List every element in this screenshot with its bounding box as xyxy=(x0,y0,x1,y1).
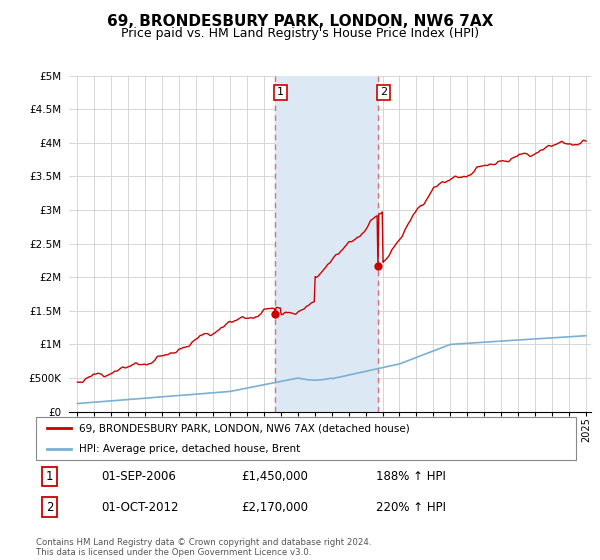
Text: 188% ↑ HPI: 188% ↑ HPI xyxy=(376,470,446,483)
Text: 2: 2 xyxy=(380,87,387,97)
Text: 1: 1 xyxy=(46,470,53,483)
Bar xyxy=(275,76,379,412)
Text: 69, BRONDESBURY PARK, LONDON, NW6 7AX (detached house): 69, BRONDESBURY PARK, LONDON, NW6 7AX (d… xyxy=(79,423,410,433)
Text: £2,170,000: £2,170,000 xyxy=(241,501,308,514)
Text: 2: 2 xyxy=(46,501,53,514)
Text: 1: 1 xyxy=(277,87,284,97)
Text: Contains HM Land Registry data © Crown copyright and database right 2024.
This d: Contains HM Land Registry data © Crown c… xyxy=(36,538,371,557)
FancyBboxPatch shape xyxy=(36,417,576,460)
Text: 01-SEP-2006: 01-SEP-2006 xyxy=(101,470,176,483)
Text: Price paid vs. HM Land Registry's House Price Index (HPI): Price paid vs. HM Land Registry's House … xyxy=(121,27,479,40)
Text: 220% ↑ HPI: 220% ↑ HPI xyxy=(376,501,446,514)
Text: 69, BRONDESBURY PARK, LONDON, NW6 7AX: 69, BRONDESBURY PARK, LONDON, NW6 7AX xyxy=(107,14,493,29)
Text: HPI: Average price, detached house, Brent: HPI: Average price, detached house, Bren… xyxy=(79,444,301,454)
Text: 01-OCT-2012: 01-OCT-2012 xyxy=(101,501,178,514)
Text: £1,450,000: £1,450,000 xyxy=(241,470,308,483)
